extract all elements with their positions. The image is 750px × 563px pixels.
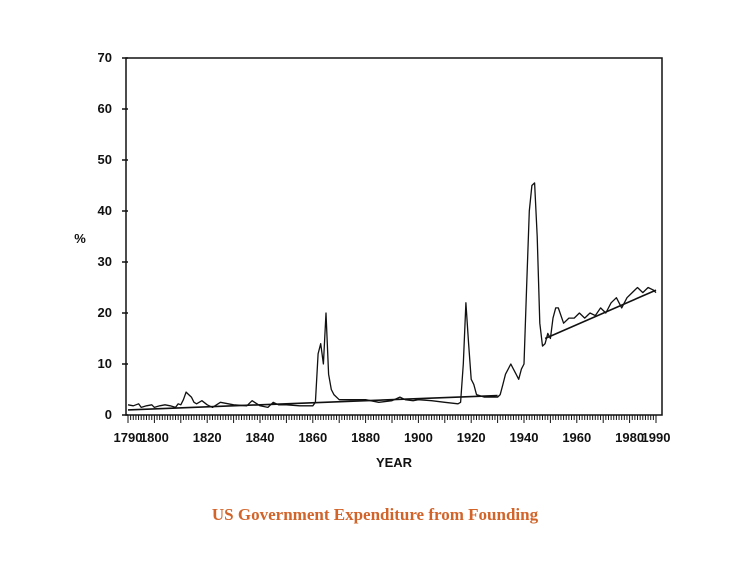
x-tick-label: 1990 xyxy=(642,430,671,445)
x-tick-label: 1960 xyxy=(562,430,591,445)
y-tick-label: 50 xyxy=(98,152,112,167)
plot-frame xyxy=(125,57,663,416)
x-tick-label: 1880 xyxy=(351,430,380,445)
trend-line-2 xyxy=(544,289,657,340)
y-tick-label: 10 xyxy=(98,356,112,371)
x-tick-label: 1920 xyxy=(457,430,486,445)
x-tick-label: 1790 xyxy=(114,430,143,445)
x-tick-label: 1820 xyxy=(193,430,222,445)
series-group xyxy=(127,182,657,411)
y-axis: 0 10 20 30 40 50 60 70 xyxy=(98,50,128,422)
y-tick-label: 0 xyxy=(105,407,112,422)
y-axis-label: % xyxy=(74,231,86,246)
x-tick-label: 1860 xyxy=(298,430,327,445)
trend-line-1 xyxy=(127,394,498,411)
y-tick-label: 20 xyxy=(98,305,112,320)
y-tick-label: 70 xyxy=(98,50,112,65)
chart-caption: US Government Expenditure from Founding xyxy=(211,505,539,524)
x-tick-label: 1900 xyxy=(404,430,433,445)
x-minor-ticks xyxy=(127,415,657,423)
y-tick-label: 30 xyxy=(98,254,112,269)
x-tick-label: 1840 xyxy=(246,430,275,445)
y-tick-label: 40 xyxy=(98,203,112,218)
x-tick-label: 1800 xyxy=(140,430,169,445)
expenditure-line xyxy=(127,182,657,409)
x-axis-label: YEAR xyxy=(376,455,413,470)
x-tick-label: 1980 xyxy=(615,430,644,445)
y-tick-label: 60 xyxy=(98,101,112,116)
x-tick-label: 1940 xyxy=(510,430,539,445)
